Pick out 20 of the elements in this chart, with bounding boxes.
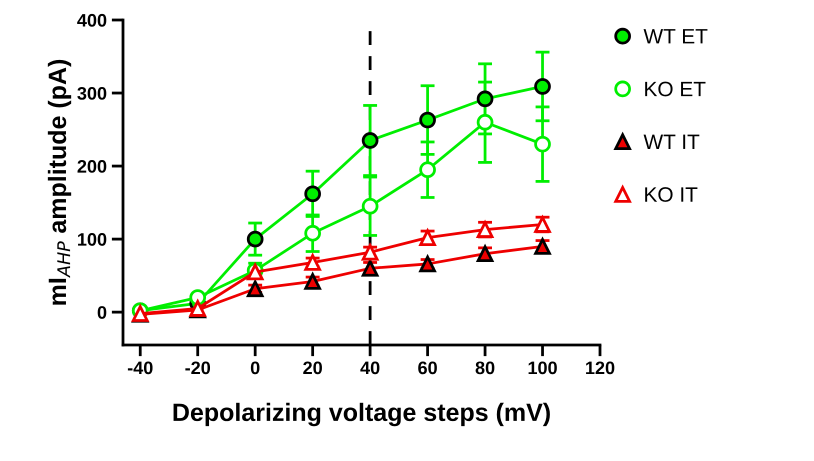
legend-label: KO ET <box>645 82 706 96</box>
y-tick-label: 200 <box>78 160 106 173</box>
x-tick-label: 120 <box>586 361 614 374</box>
y-tick-label: 400 <box>77 14 106 27</box>
y-tick-label: 300 <box>77 86 106 100</box>
legend-label: WT ET <box>644 29 708 44</box>
x-axis-title: Depolarizing voltage steps (mV) <box>174 402 550 426</box>
x-tick-label: 80 <box>476 361 494 374</box>
legend-label: WT IT <box>644 134 700 149</box>
x-tick-label: 20 <box>303 361 322 374</box>
y-tick-label: 100 <box>78 233 106 246</box>
y-axis-title: mI$_{AHP}$ amplitude (pA) <box>48 60 72 305</box>
x-tick-label: 0 <box>250 361 260 374</box>
legend-label: KO IT <box>645 187 698 202</box>
y-tick-label: 0 <box>98 306 106 319</box>
x-tick-label: -20 <box>185 361 210 374</box>
x-tick-label: 40 <box>360 361 380 374</box>
x-tick-label: -40 <box>128 361 153 374</box>
x-tick-label: 100 <box>528 361 557 374</box>
x-tick-label: 60 <box>418 361 437 374</box>
